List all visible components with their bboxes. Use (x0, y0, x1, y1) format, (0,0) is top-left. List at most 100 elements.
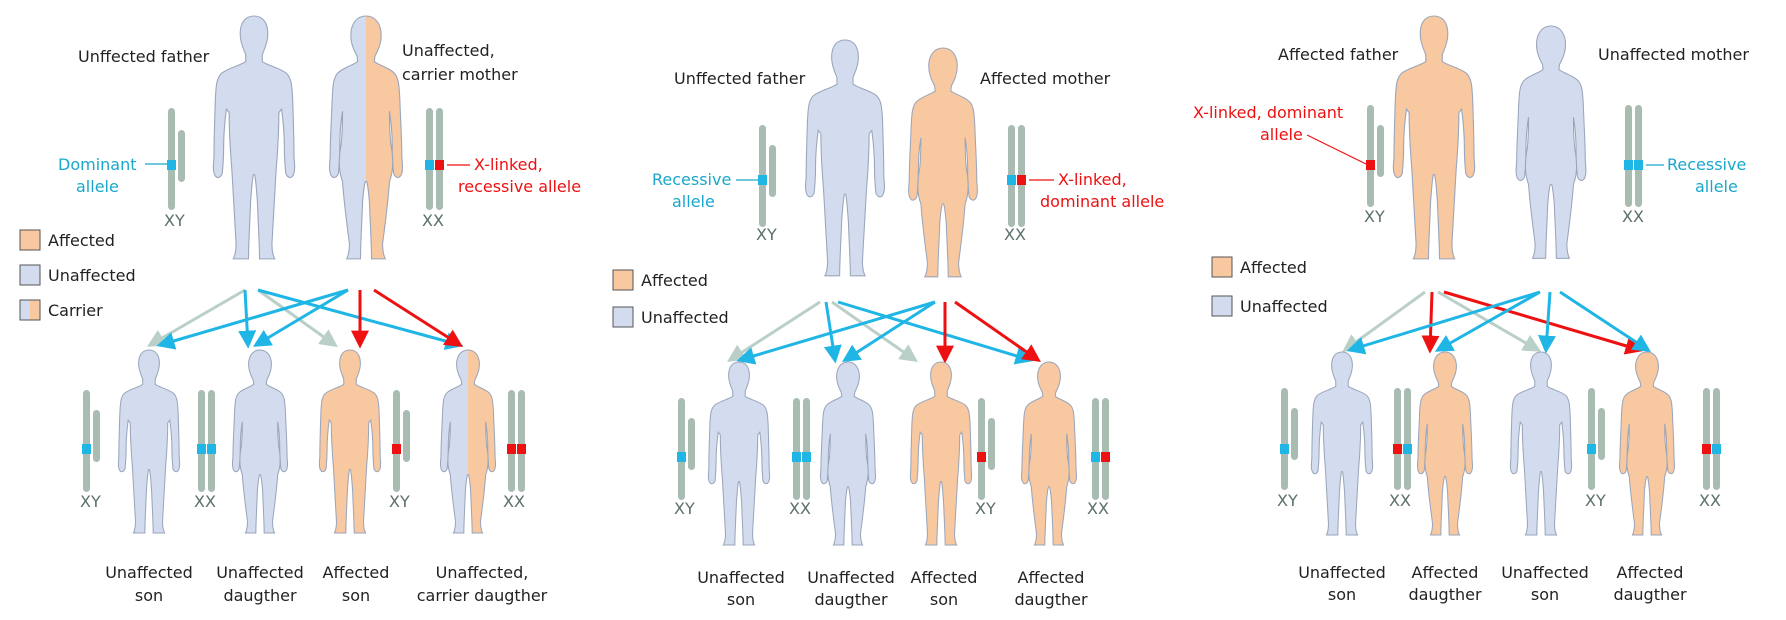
child-3 (318, 349, 382, 534)
child-3-label-line1: Affected (323, 563, 390, 582)
affected-father-figure (1392, 15, 1476, 260)
legend: Affected Unaffected (1211, 256, 1328, 317)
child-3-chromosomes (977, 398, 995, 500)
child-1 (707, 361, 771, 546)
father-allele-line1: X-linked, dominant (1193, 103, 1343, 122)
mother-allele-line2: allele (1695, 177, 1738, 196)
legend-unaffected: Unaffected (1240, 297, 1328, 316)
child-1-chromosomes (1280, 388, 1298, 490)
father-chromosome-label: XY (1364, 207, 1385, 226)
child-1-chromosome-label: XY (80, 492, 101, 511)
child-3-chromosome-label: XY (975, 499, 996, 518)
child-4-label-line1: Unaffected, (436, 563, 529, 582)
child-2 (1416, 351, 1474, 536)
legend-carrier: Carrier (48, 301, 103, 320)
child-2-chromosome-label: XX (1389, 491, 1411, 510)
father-chromosome-label: XY (756, 225, 777, 244)
child-1-label-line1: Unaffected (105, 563, 193, 582)
child-3-label-line1: Unaffected (1501, 563, 1589, 582)
father-allele-line1: Recessive (652, 170, 731, 189)
mother-chromosome-label: XX (1004, 225, 1026, 244)
mother-allele-line1: X-linked, (474, 155, 543, 174)
mother-chromosome-label: XX (422, 211, 444, 230)
legend: Affected Unaffected (612, 269, 729, 328)
inheritance-arrows (726, 300, 1041, 365)
father-label: Unffected father (674, 69, 806, 88)
child-2-chromosome-label: XX (789, 499, 811, 518)
mother-figure (1515, 25, 1587, 259)
child-3-chromosome-label: XY (389, 492, 410, 511)
child-4-label-line2: daugther (1613, 585, 1687, 604)
panel-affected-mother: Unffected father Affected mother Recessi… (612, 39, 1164, 609)
child-4-label-line1: Affected (1018, 568, 1085, 587)
mother-label-line1: Unaffected, (402, 41, 495, 60)
carrier-mother-figure (328, 15, 404, 260)
affected-mother-figure (908, 47, 978, 278)
legend-unaffected: Unaffected (641, 308, 729, 327)
mother-label: Unaffected mother (1598, 45, 1749, 64)
father-chromosomes (758, 125, 776, 227)
mother-allele-line1: Recessive (1667, 155, 1746, 174)
child-1-label-line2: son (727, 590, 755, 609)
inheritance-arrows (1342, 290, 1652, 355)
child-1-chromosome-label: XY (674, 499, 695, 518)
child-3-label-line1: Affected (911, 568, 978, 587)
father-allele-line2: allele (1260, 125, 1303, 144)
mother-allele-line2: dominant allele (1040, 192, 1164, 211)
child-1-chromosomes (82, 390, 100, 492)
mother-chromosomes (1624, 105, 1643, 207)
child-2-label-line1: Affected (1412, 563, 1479, 582)
father-chromosome-label: XY (164, 211, 185, 230)
panel-carrier-mother: Unffected father Unaffected, carrier mot… (19, 15, 581, 605)
mother-allele-line2: recessive allele (458, 177, 581, 196)
child-3 (1509, 351, 1573, 536)
child-4-chromosome-label: XX (503, 492, 525, 511)
father-allele-line2: allele (672, 192, 715, 211)
legend: Affected Unaffected Carrier (19, 229, 136, 321)
child-1 (1310, 351, 1374, 536)
child-1 (117, 349, 181, 534)
child-2-label-line2: daugther (223, 586, 297, 605)
father-label: Unffected father (78, 47, 210, 66)
father-figure (212, 15, 296, 260)
child-3-label-line2: son (342, 586, 370, 605)
child-3-label-line2: son (930, 590, 958, 609)
child-2-label-line2: daugther (1408, 585, 1482, 604)
father-chromosomes (1366, 105, 1384, 207)
child-2-label-line1: Unaffected (216, 563, 304, 582)
child-1-label-line2: son (1328, 585, 1356, 604)
child-4-label-line2: daugther (1014, 590, 1088, 609)
child-2-label-line2: daugther (814, 590, 888, 609)
child-3 (909, 361, 973, 546)
father-allele-line1: Dominant (58, 155, 137, 174)
panel-affected-father: Affected father Unaffected mother X-link… (1193, 15, 1749, 604)
father-allele-line2: allele (76, 177, 119, 196)
father-label: Affected father (1278, 45, 1399, 64)
legend-affected: Affected (1240, 258, 1307, 277)
child-4-chromosomes (1702, 388, 1721, 490)
child-4 (1618, 351, 1676, 536)
child-4-chromosomes (1091, 398, 1110, 500)
child-4-label-line1: Affected (1617, 563, 1684, 582)
mother-label: Affected mother (980, 69, 1111, 88)
mother-chromosomes (1007, 125, 1026, 227)
inheritance-arrows (146, 288, 464, 350)
father-chromosomes (167, 108, 185, 210)
legend-unaffected: Unaffected (48, 266, 136, 285)
child-4-chromosome-label: XX (1087, 499, 1109, 518)
child-4-label-line2: carrier daugther (417, 586, 548, 605)
father-figure (805, 39, 885, 277)
legend-affected: Affected (641, 271, 708, 290)
mother-allele-line1: X-linked, (1058, 170, 1127, 189)
child-2-chromosomes (1393, 388, 1412, 490)
child-2-chromosomes (792, 398, 811, 500)
child-1-chromosomes (677, 398, 695, 500)
child-1-label-line2: son (135, 586, 163, 605)
mother-chromosome-label: XX (1622, 207, 1644, 226)
child-1-chromosome-label: XY (1277, 491, 1298, 510)
mother-label-line2: carrier mother (402, 65, 518, 84)
child-2 (819, 361, 877, 546)
legend-affected: Affected (48, 231, 115, 250)
child-3-label-line2: son (1531, 585, 1559, 604)
